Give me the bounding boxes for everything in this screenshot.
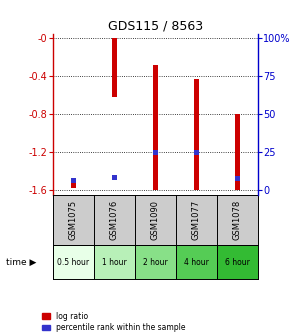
Bar: [194, 150, 199, 155]
Text: GSM1076: GSM1076: [110, 200, 119, 240]
Bar: [71, 178, 76, 182]
Bar: [71, 181, 76, 188]
Bar: [153, 150, 158, 155]
Bar: [112, 175, 117, 180]
Bar: [217, 245, 258, 279]
Bar: [235, 176, 240, 181]
Bar: [112, 38, 117, 97]
Text: GSM1090: GSM1090: [151, 200, 160, 240]
Bar: [94, 245, 135, 279]
Text: 1 hour: 1 hour: [102, 258, 127, 266]
Text: time ▶: time ▶: [6, 258, 36, 266]
Text: 0.5 hour: 0.5 hour: [57, 258, 89, 266]
Bar: [135, 245, 176, 279]
Bar: [235, 114, 240, 190]
Bar: [194, 79, 199, 190]
Text: 6 hour: 6 hour: [225, 258, 250, 266]
Text: 4 hour: 4 hour: [184, 258, 209, 266]
Text: GSM1078: GSM1078: [233, 200, 242, 240]
Title: GDS115 / 8563: GDS115 / 8563: [108, 19, 203, 33]
Bar: [176, 245, 217, 279]
Bar: [153, 65, 158, 190]
Text: GSM1077: GSM1077: [192, 200, 201, 240]
Text: 2 hour: 2 hour: [143, 258, 168, 266]
Legend: log ratio, percentile rank within the sample: log ratio, percentile rank within the sa…: [42, 312, 185, 332]
Text: GSM1075: GSM1075: [69, 200, 78, 240]
Bar: [53, 245, 94, 279]
